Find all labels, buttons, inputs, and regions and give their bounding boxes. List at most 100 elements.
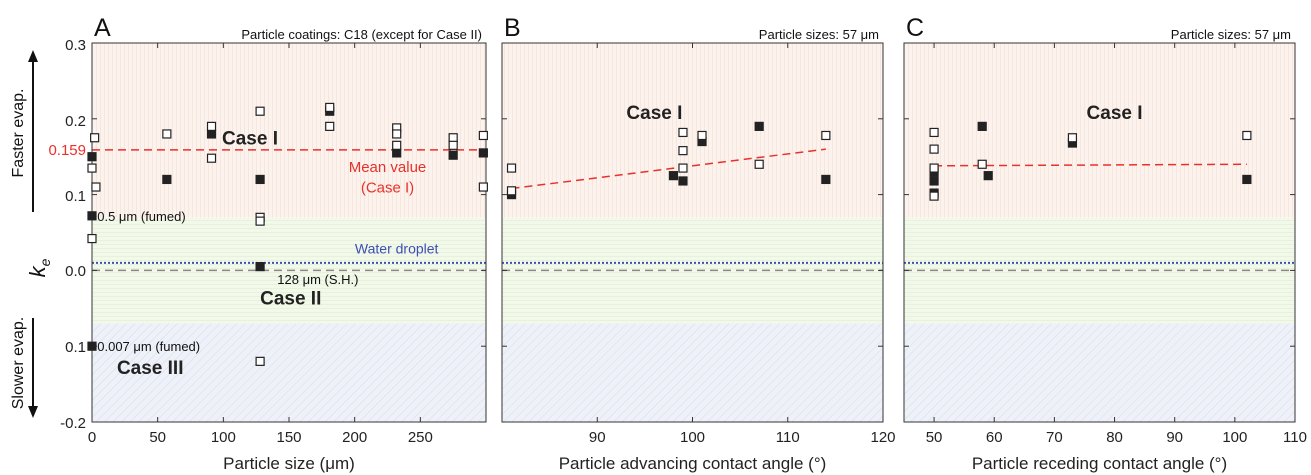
mean-value-tick-label: 0.159 (48, 142, 86, 159)
data-point-filled (1242, 174, 1252, 185)
faster-evap-label: Faster evap. (10, 89, 27, 178)
x-tick-label: 150 (276, 429, 301, 446)
panel-title: Particle sizes: 57 μm (1171, 27, 1291, 42)
data-point-open (87, 233, 97, 244)
x-tick-label: 0 (88, 429, 96, 446)
x-tick-label: 80 (1106, 429, 1123, 446)
data-point-open (929, 144, 939, 154)
case1-label: Case I (222, 129, 278, 150)
x-axis-label: Particle size (μm) (223, 454, 355, 473)
data-point-open (929, 163, 939, 173)
y-tick-label: 0.3 (65, 37, 86, 54)
data-point-open (678, 146, 688, 156)
data-point-open (206, 121, 217, 131)
panel-b: 90 100 110 120 Particle advancing contact an… (501, 14, 896, 473)
data-point-open (1242, 130, 1252, 141)
data-point-filled (478, 148, 488, 158)
data-point-open (506, 163, 517, 173)
slower-evap-label: Slower evap. (10, 317, 27, 410)
x-tick-label: 50 (926, 429, 943, 446)
case3-label: Case III (117, 358, 184, 379)
mean-label: (Case I) (361, 179, 414, 196)
data-point-filled (678, 176, 688, 186)
data-point-open (821, 130, 831, 141)
panel-letter: C (906, 14, 924, 42)
x-tick-label: 250 (408, 429, 433, 446)
data-point-filled (983, 171, 993, 181)
data-point-open (91, 182, 101, 192)
data-point-open (448, 140, 458, 150)
data-point-open (90, 133, 100, 143)
data-point-filled (255, 174, 265, 185)
water-droplet-label: Water droplet (355, 241, 439, 257)
panel-a: 0 50 100 150 200 250 Particle size (μm) A Partic… (48, 14, 488, 473)
panel-c: 50 60 70 80 90 100 110 Particle receding contac… (903, 14, 1307, 473)
y-axis-shared: 0.3 0.2 0.1 0.0 0.1 -0.2 Faster evap. Sl… (10, 37, 86, 432)
y-axis-label: ke (25, 258, 53, 277)
data-point-open (478, 130, 488, 141)
data-point-filled (929, 176, 939, 186)
x-tick-label: 110 (776, 429, 800, 446)
data-point-open (162, 129, 172, 139)
x-tick-label: 100 (211, 429, 236, 446)
data-point-open (255, 356, 265, 366)
region-case3 (904, 323, 1295, 422)
faster-evap-indicator: Faster evap. (10, 50, 38, 212)
region-case1 (904, 43, 1295, 218)
panel-title: Particle coatings: C18 (except for Case … (241, 27, 482, 42)
x-axis-label: Particle advancing contact angle (°) (559, 454, 827, 473)
case1-label: Case I (1087, 103, 1143, 124)
data-point-open (977, 159, 987, 169)
x-tick-label: 50 (149, 429, 166, 446)
y-tick-label: 0.1 (65, 188, 86, 205)
x-tick-label: 90 (1166, 429, 1183, 446)
x-tick-label: 100 (680, 429, 705, 446)
fumed-05-label: 0.5 μm (fumed) (97, 209, 185, 224)
data-point-open (506, 186, 517, 196)
data-point-open (1067, 133, 1078, 143)
y-tick-label: -0.2 (60, 415, 86, 432)
data-point-open (255, 216, 265, 226)
x-tick-label: 70 (1046, 429, 1063, 446)
data-point-filled (392, 148, 402, 158)
data-point-open (678, 163, 688, 173)
sh-128-label: 128 μm (S.H.) (277, 272, 358, 287)
region-case3 (502, 323, 883, 422)
data-point-open (754, 159, 764, 169)
data-point-open (325, 102, 335, 113)
trend-line (511, 148, 826, 190)
region-case1 (502, 43, 883, 218)
panel-letter: B (504, 14, 521, 42)
data-point-filled (668, 171, 679, 181)
data-point-filled (206, 129, 217, 139)
mean-label: Mean value (349, 159, 427, 176)
y-tick-label: 0.1 (65, 339, 86, 356)
fumed-0007-label: 0.007 μm (fumed) (97, 339, 200, 354)
region-case1 (92, 43, 486, 218)
data-point-open (206, 153, 217, 163)
data-point-open (255, 106, 265, 116)
data-point-filled (821, 174, 831, 185)
data-point-open (678, 127, 688, 138)
data-point-filled (162, 174, 172, 185)
x-tick-label: 110 (1283, 429, 1307, 446)
data-point-open (478, 182, 488, 192)
panel-title: Particle sizes: 57 μm (759, 27, 879, 42)
data-point-filled (87, 341, 97, 351)
data-point-filled (977, 121, 987, 131)
data-point-filled (754, 121, 764, 131)
y-tick-label: 0.0 (65, 263, 86, 280)
x-tick-label: 100 (1222, 429, 1247, 446)
data-point-open (929, 127, 939, 138)
region-case3 (92, 323, 486, 422)
slower-evap-indicator: Slower evap. (10, 317, 38, 418)
data-point-filled (448, 150, 458, 160)
x-tick-label: 200 (342, 429, 367, 446)
data-point-open (448, 133, 458, 143)
data-point-open (392, 140, 402, 150)
x-tick-label: 60 (986, 429, 1003, 446)
data-point-open (392, 129, 402, 139)
data-point-open (325, 121, 335, 131)
data-point-filled (87, 211, 97, 221)
